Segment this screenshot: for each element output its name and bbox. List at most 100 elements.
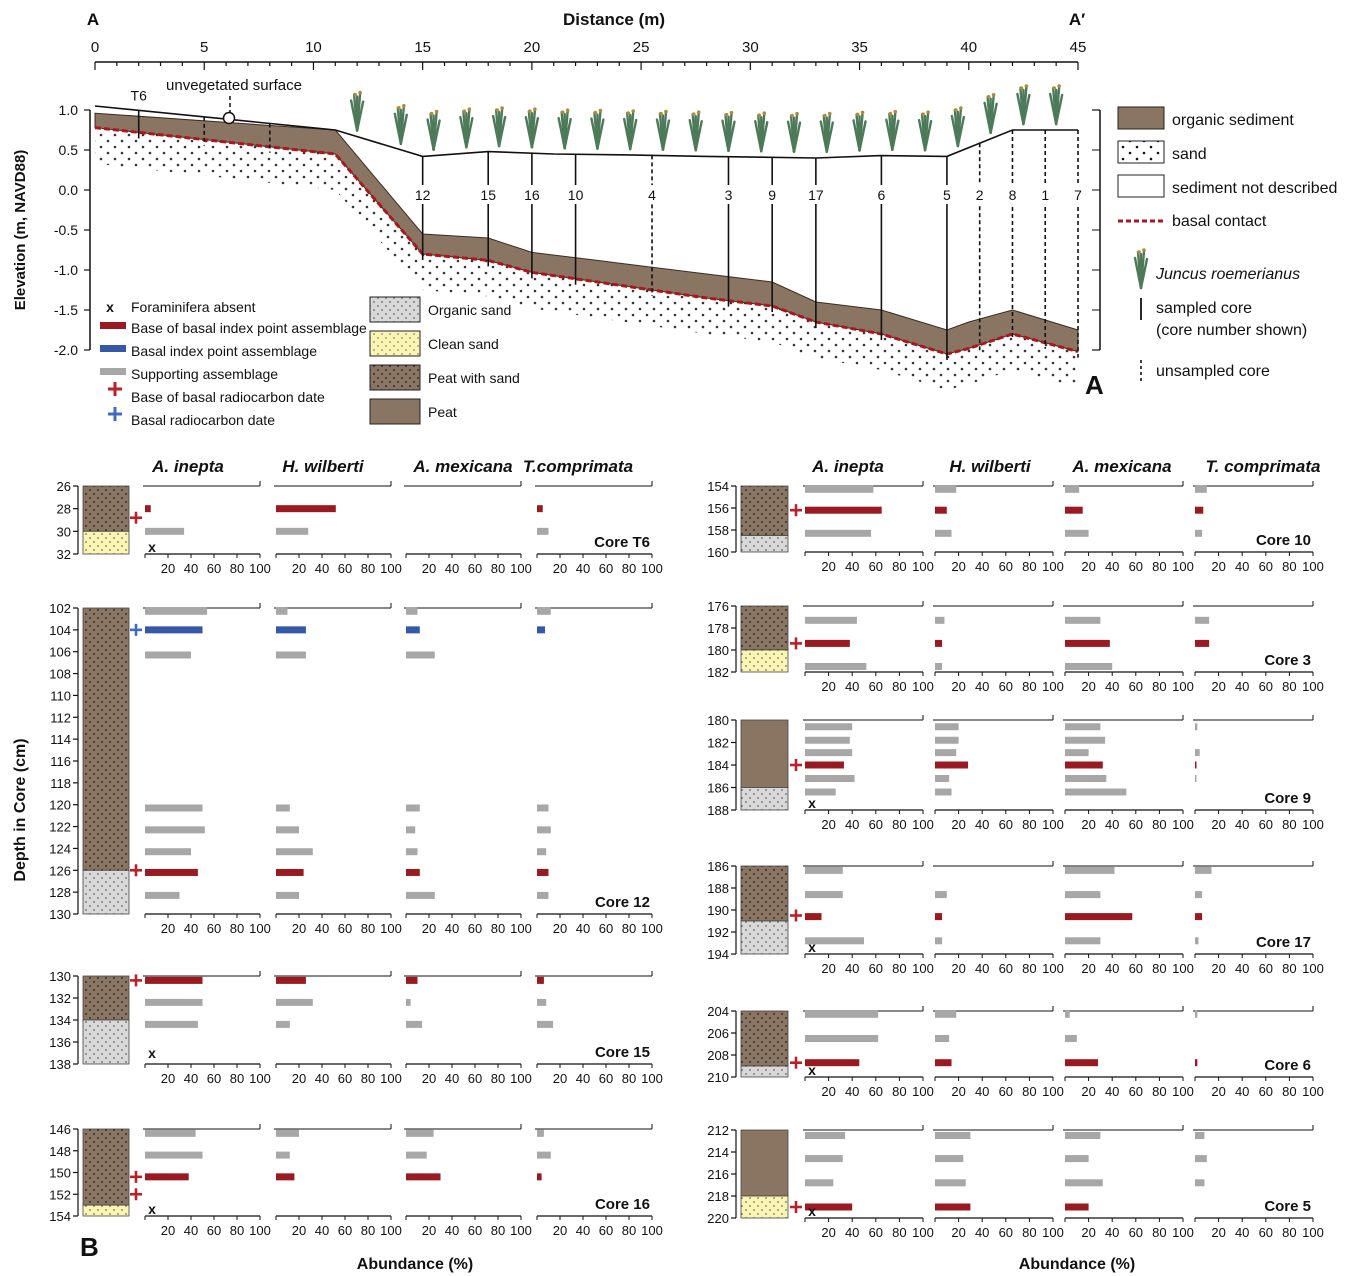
abundance-bar [1065,723,1101,731]
abundance-bar [406,804,420,812]
distance-tick-label: 25 [633,39,650,56]
core-label: 17 [808,187,824,203]
abundance-tick-label: 80 [622,921,636,936]
core-label: 3 [725,187,733,203]
legend-basal-contact-label: basal contact [1172,213,1267,230]
core-label: 7 [1074,187,1082,203]
juncus-blade [628,118,638,151]
abundance-bar [935,788,952,796]
species-header: H. wilberti [282,457,365,476]
abundance-bar [1065,1059,1099,1067]
abundance-tick-label: 20 [1081,817,1095,832]
juncus-seed [795,111,799,116]
abundance-bar [276,1151,290,1159]
abundance-bar [537,626,546,634]
abundance-tick-label: 40 [315,1071,329,1086]
core-label: Core T6 [594,534,650,551]
core-label-bg [1069,185,1087,204]
abundance-tick-label: 100 [249,921,271,936]
abundance-tick-label: 40 [975,817,989,832]
abundance-tick-label: 80 [361,1223,375,1238]
depth-tick-label: 180 [707,643,729,658]
panel-a: A A′ Distance (m) 0 5 10 15 20 25 30 35 40 45 1.0… [12,10,1337,400]
juncus-seed [926,110,930,114]
elevation-tick-label: -1.0 [54,262,78,278]
abundance-tick-label: 80 [230,1223,244,1238]
juncus-plant-icon [885,109,900,151]
panel-a-x-title: Distance (m) [563,10,665,29]
abundance-bar [406,848,418,856]
legend-peat-label: Peat [428,404,457,420]
abundance-bar [935,736,959,744]
open-circle-icon [222,111,236,125]
abundance-tick-label: 40 [1105,1084,1119,1099]
juncus-seed [631,109,635,113]
abundance-bar [1195,639,1210,647]
legend-organic-sand-label: Organic sand [428,302,511,318]
depth-tick-label: 110 [50,688,71,703]
core-label: 2 [976,187,984,203]
depth-tick-label: 186 [707,781,729,796]
abundance-bar [406,826,416,834]
abundance-bar [406,1151,427,1159]
abundance-bar [145,848,191,856]
assemblage-legend: x Foraminifera absent Base of basal inde… [100,296,520,428]
legend-base-radiocarbon-label: Base of basal radiocarbon date [131,389,325,405]
legend-supporting-label: Supporting assemblage [131,366,278,382]
distance-tick-label: 5 [200,39,208,56]
abundance-tick-label: 60 [869,1084,883,1099]
abundance-tick-label: 20 [553,1071,567,1086]
abundance-tick-label: 20 [1211,1225,1225,1240]
abundance-tick-label: 80 [1282,817,1296,832]
juncus-plant-icon [819,111,834,153]
depth-tick-label: 138 [49,1057,71,1072]
juncus-blade [355,100,365,132]
abundance-tick-label: 40 [1235,559,1249,574]
depth-tick-label: 176 [707,599,729,614]
juncus-plant-icon [393,104,409,145]
abundance-bar [537,1020,554,1028]
abundance-tick-label: 100 [912,559,934,574]
core-label: 12 [415,187,431,203]
depth-tick-label: 212 [707,1123,729,1138]
juncus-seed [626,111,630,115]
depth-tick-label: 190 [707,903,729,918]
abundance-tick-label: 80 [230,1071,244,1086]
abundance-bar [1065,788,1127,796]
abundance-bar [935,937,943,945]
juncus-seed [691,112,696,116]
abundance-tick-label: 20 [951,1084,965,1099]
abundance-tick-label: 80 [491,921,505,936]
abundance-tick-label: 80 [1152,961,1166,976]
legend-foram-absent-label: Foraminifera absent [131,299,256,315]
depth-tick-label: 214 [707,1145,729,1160]
juncus-seed [696,110,701,114]
depth-tick-label: 156 [707,501,729,516]
juncus-seed [959,106,963,110]
abundance-tick-label: 40 [845,961,859,976]
abundance-bar [805,749,853,757]
abundance-tick-label: 100 [380,1223,402,1238]
core-layer-dots [741,606,788,650]
abundance-tick-label: 20 [1081,1225,1095,1240]
species-header: A. mexicana [1071,457,1171,476]
juncus-seed [921,112,925,116]
abundance-bar [935,506,947,514]
abundance-bar [805,506,882,514]
abundance-bar [145,505,151,513]
core-layer-dots [83,1129,129,1206]
abundance-tick-label: 80 [1022,961,1036,976]
abundance-bar [1065,485,1080,493]
core-label-bg [719,185,738,204]
distance-tick-label: 35 [851,39,868,56]
abundance-bar [276,1173,295,1181]
juncus-plant-icon [852,110,867,152]
legend-swatch-not-described [1117,174,1165,198]
abundance-bar [1065,1010,1070,1018]
abundance-tick-label: 100 [1042,559,1064,574]
abundance-tick-label: 80 [361,561,375,576]
abundance-tick-label: 60 [1259,961,1273,976]
abundance-tick-label: 20 [821,559,835,574]
species-header: A. inepta [811,457,884,476]
